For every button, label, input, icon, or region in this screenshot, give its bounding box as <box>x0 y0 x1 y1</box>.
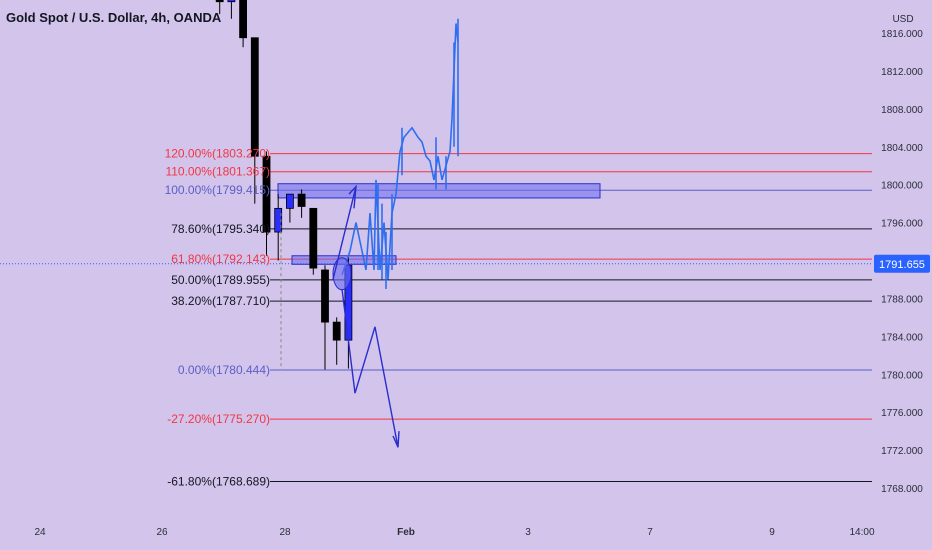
candle-body[interactable] <box>285 193 294 209</box>
candle-body[interactable] <box>274 207 283 233</box>
resistance-zone <box>277 183 601 199</box>
y-tick-label: 1788.000 <box>881 294 923 305</box>
x-tick-label: 3 <box>525 527 531 538</box>
y-tick-label: 1796.000 <box>881 219 923 230</box>
current-price-label: 1791.655 <box>879 259 925 271</box>
fib-label: 78.60%(1795.340) <box>171 222 270 236</box>
chart-title: Gold Spot / U.S. Dollar, 4h, OANDA <box>6 10 222 25</box>
candle-body[interactable] <box>332 321 341 341</box>
y-tick-label: 1804.000 <box>881 143 923 154</box>
fib-label: 50.00%(1789.955) <box>171 273 270 287</box>
fib-label: 0.00%(1780.444) <box>178 363 270 377</box>
down-arrow <box>341 288 399 448</box>
x-tick-label: 26 <box>156 527 168 538</box>
projected-path <box>341 23 459 280</box>
fibonacci-levels <box>0 153 872 482</box>
candle-body[interactable] <box>309 207 318 269</box>
y-tick-label: 1776.000 <box>881 408 923 419</box>
candle-body[interactable] <box>250 37 259 157</box>
fib-label: 38.20%(1787.710) <box>171 294 270 308</box>
down-arrowhead <box>392 431 400 448</box>
y-tick-label: 1784.000 <box>881 332 923 343</box>
x-tick-label: 9 <box>769 527 775 538</box>
fib-label: 61.80%(1792.143) <box>171 252 270 266</box>
candle-body[interactable] <box>227 0 236 3</box>
time-axis: 24 26 28 Feb 3 7 9 14:00 <box>34 527 875 538</box>
fib-label: 120.00%(1803.270) <box>165 147 270 161</box>
y-tick-label: 1772.000 <box>881 446 923 457</box>
fib-label: 110.00%(1801.367) <box>165 165 270 179</box>
ellipse-marker <box>332 257 352 291</box>
x-tick-label: 7 <box>647 527 653 538</box>
x-tick-label: 14:00 <box>849 527 874 538</box>
y-tick-label: 1808.000 <box>881 105 923 116</box>
candle-body[interactable] <box>262 155 271 233</box>
candle-body[interactable] <box>215 0 224 3</box>
projection-drawings <box>332 18 459 448</box>
current-price-badge[interactable] <box>874 254 930 273</box>
y-tick-label: 1816.000 <box>881 29 923 40</box>
fib-label: 100.00%(1799.415) <box>165 183 270 197</box>
price-axis-bg <box>872 0 932 550</box>
up-arrowhead <box>348 184 357 209</box>
fib-label: -27.20%(1775.270) <box>167 412 270 426</box>
fib-label: -61.80%(1768.689) <box>167 474 270 488</box>
x-tick-label: 28 <box>279 527 291 538</box>
x-tick-label: Feb <box>397 527 415 538</box>
currency-label: USD <box>892 14 913 25</box>
x-tick-label: 24 <box>34 527 46 538</box>
candle-body[interactable] <box>239 0 248 39</box>
candle-body[interactable] <box>297 193 306 207</box>
up-arrow <box>332 186 357 280</box>
zone-rectangles <box>277 183 601 265</box>
candles <box>215 0 353 371</box>
y-tick-label: 1780.000 <box>881 370 923 381</box>
fib-labels: 120.00%(1803.270) 110.00%(1801.367) 100.00… <box>165 147 270 489</box>
price-axis: USD 1816.000 1812.000 1808.000 1804.000 1800.… <box>872 0 932 550</box>
y-tick-label: 1812.000 <box>881 67 923 78</box>
y-tick-label: 1800.000 <box>881 181 923 192</box>
y-tick-label: 1768.000 <box>881 484 923 495</box>
candle-body[interactable] <box>321 269 329 323</box>
